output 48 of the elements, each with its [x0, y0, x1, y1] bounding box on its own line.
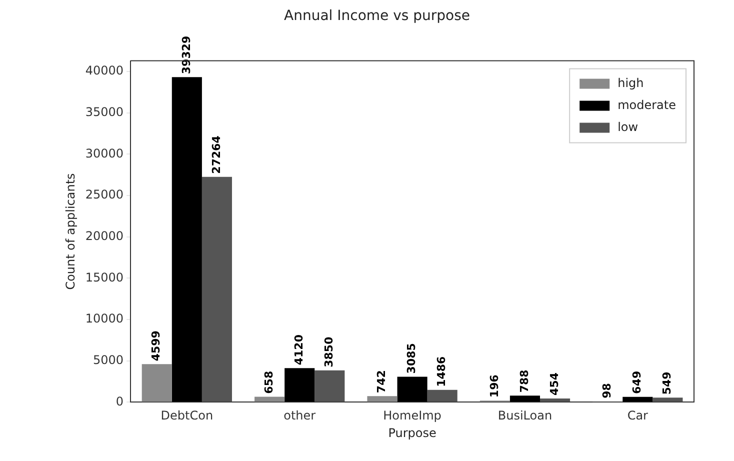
data-label: 98 — [600, 383, 614, 398]
bar — [284, 368, 315, 402]
bar — [172, 77, 202, 402]
data-label: 4599 — [150, 330, 163, 362]
bar — [427, 390, 458, 402]
y-tick-label: 40000 — [85, 64, 124, 78]
y-tick-label: 15000 — [85, 270, 124, 284]
y-tick-label: 10000 — [85, 312, 124, 326]
x-tick-label: other — [284, 408, 316, 423]
legend-label: moderate — [618, 98, 676, 112]
data-label: 3850 — [322, 336, 336, 368]
y-tick-label: 35000 — [85, 105, 124, 120]
bar — [652, 398, 683, 402]
legend-label: low — [618, 120, 638, 134]
data-label: 742 — [375, 370, 388, 394]
bar — [622, 396, 653, 402]
bar — [142, 364, 172, 402]
data-label: 454 — [548, 372, 561, 396]
data-label: 39329 — [180, 36, 193, 74]
x-tick-label: HomeImp — [383, 408, 442, 423]
y-axis-title: Count of applicants — [63, 173, 78, 290]
bar — [510, 396, 540, 402]
bar — [314, 370, 345, 402]
data-label: 549 — [660, 372, 674, 395]
bar — [540, 398, 570, 402]
data-label: 27264 — [210, 135, 223, 174]
x-tick-label: BusiLoan — [498, 408, 552, 423]
data-label: 3085 — [405, 343, 418, 374]
y-tick-label: 25000 — [85, 188, 124, 202]
data-label: 658 — [262, 370, 276, 394]
data-label: 196 — [488, 374, 501, 398]
data-label: 788 — [518, 370, 531, 393]
y-tick-label: 30000 — [85, 146, 124, 160]
data-label: 1486 — [435, 356, 448, 387]
x-tick-label: DebtCon — [160, 408, 214, 423]
x-tick-label: Car — [627, 408, 648, 423]
legend-label: high — [618, 76, 644, 90]
bar — [202, 176, 232, 402]
chart-title: Annual Income vs purpose — [284, 8, 470, 24]
bar — [397, 376, 428, 402]
data-label: 649 — [630, 370, 644, 394]
bar — [367, 396, 398, 402]
bar — [254, 396, 285, 402]
x-axis-title: Purpose — [388, 426, 436, 440]
y-tick-label: 5000 — [93, 352, 124, 367]
data-label: 4120 — [292, 334, 306, 366]
y-tick-label: 0 — [116, 394, 124, 408]
y-tick-label: 20000 — [85, 229, 124, 243]
